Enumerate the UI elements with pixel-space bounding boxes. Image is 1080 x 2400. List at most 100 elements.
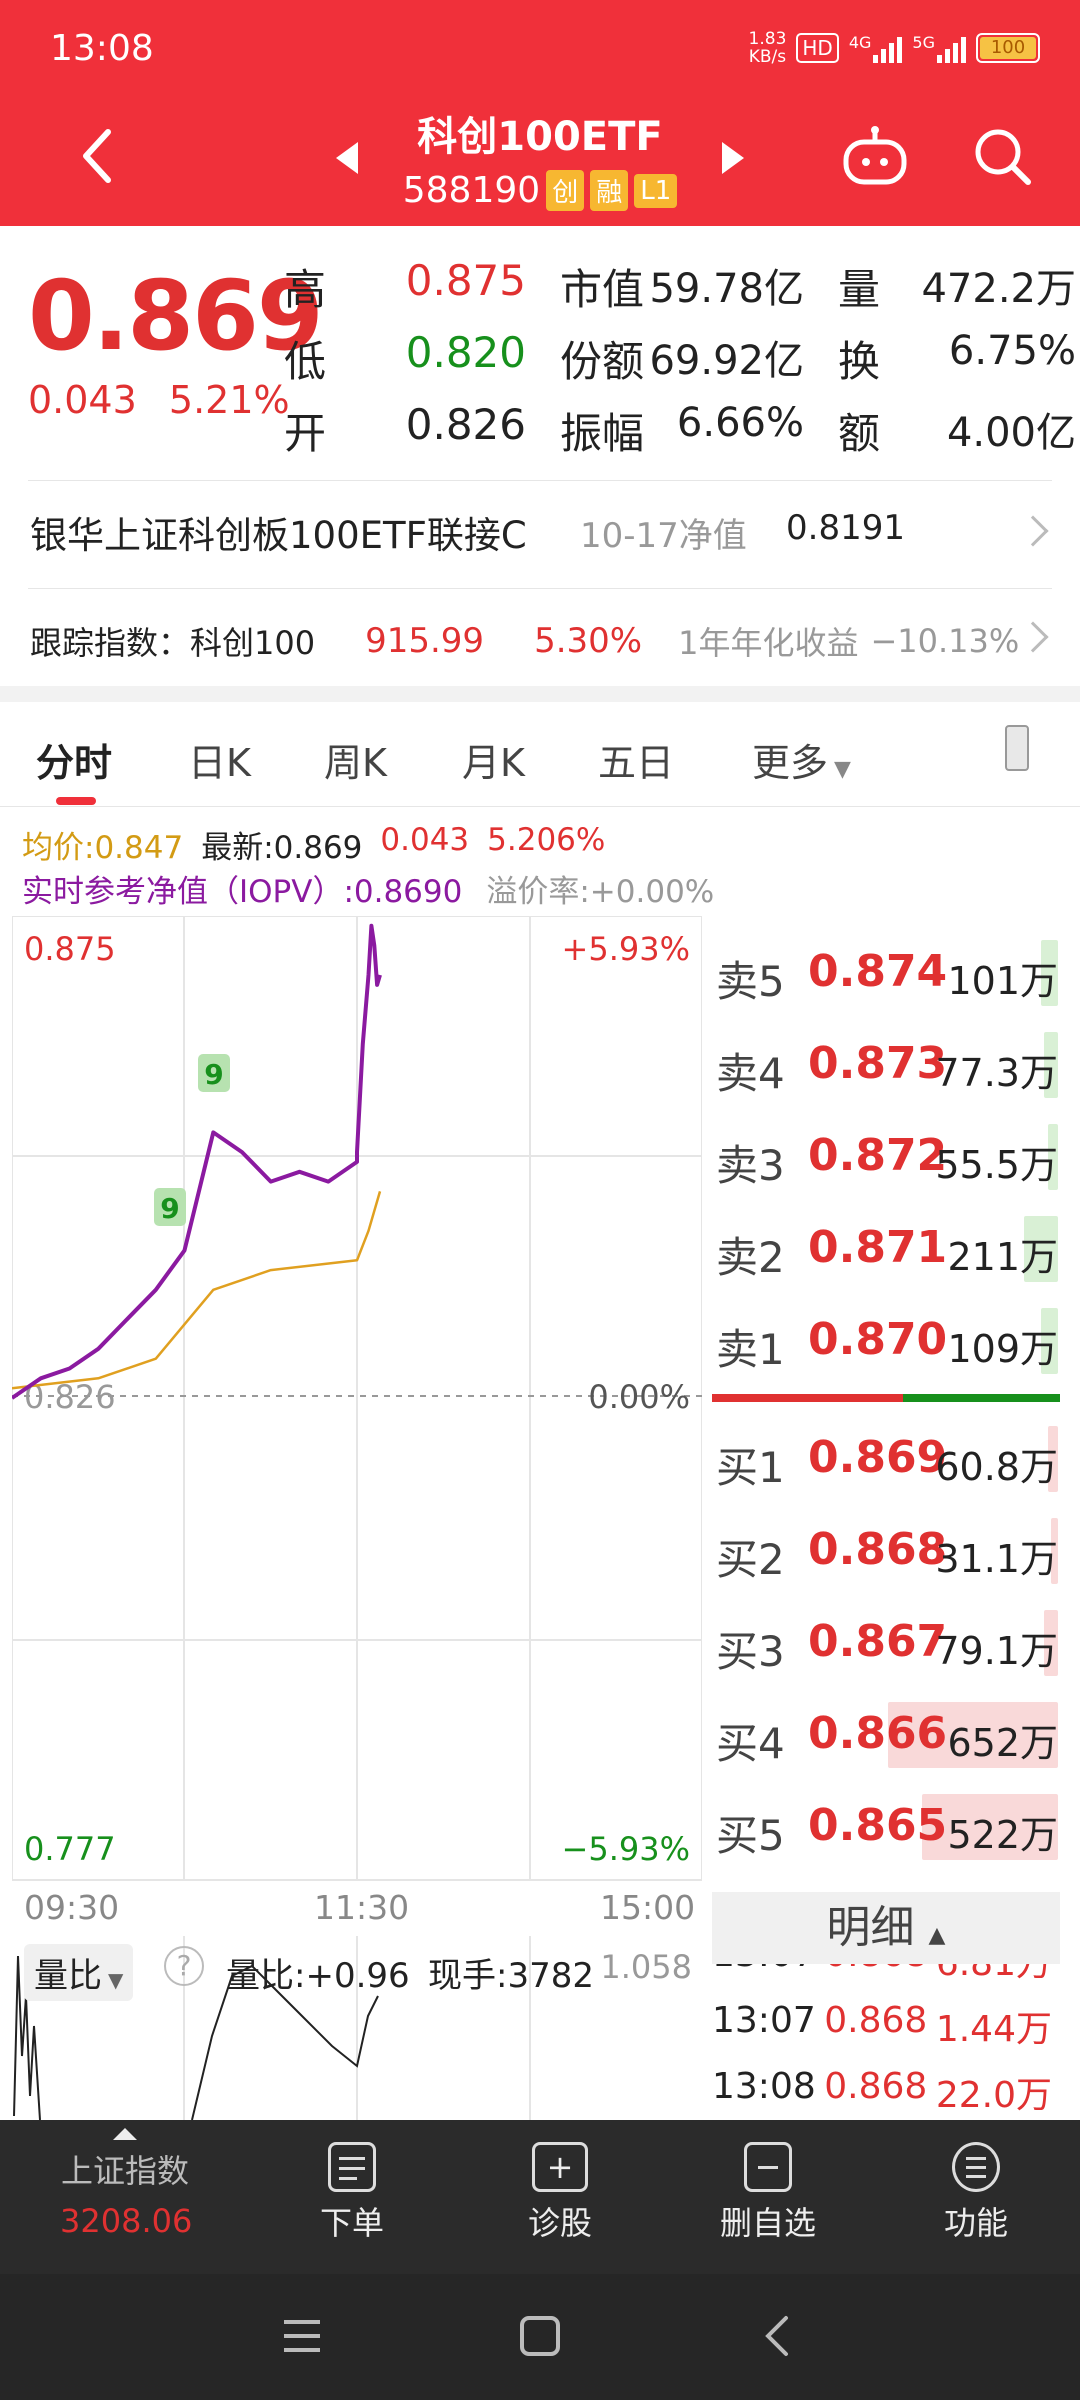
mcap-value: 59.78亿	[649, 266, 804, 312]
avg-price-legend: 均价:0.847	[22, 830, 184, 866]
tab-more[interactable]: 更多 ▼	[752, 732, 851, 787]
order-button[interactable]: 下单	[272, 2142, 432, 2244]
orderbook-row-bid-3[interactable]: 买3 0.867 79.1万	[712, 1600, 1064, 1686]
back-icon[interactable]	[78, 126, 118, 186]
y-min-label: 0.777	[24, 1830, 116, 1868]
next-stock-icon[interactable]	[718, 140, 748, 176]
orderbook-row-ask-4[interactable]: 卖4 0.873 77.3万	[712, 1022, 1064, 1108]
iopv-legend: 实时参考净值（IOPV）:0.8690	[22, 874, 463, 910]
help-icon[interactable]: ?	[164, 1946, 204, 1986]
tab-five-day[interactable]: 五日	[598, 741, 675, 785]
search-icon[interactable]	[970, 124, 1034, 188]
tab-monthly-k[interactable]: 月K	[462, 741, 525, 785]
bottom-toolbar: 上证指数 3208.06 下单 + 诊股 删自选 功能	[0, 2120, 1080, 2274]
orderbook-row-bid-2[interactable]: 买2 0.868 31.1万	[712, 1508, 1064, 1594]
orderbook-level-label: 买3	[716, 1627, 785, 1676]
orderbook-row-ask-1[interactable]: 卖1 0.870 109万	[712, 1298, 1064, 1384]
menu-icon[interactable]	[280, 2314, 324, 2358]
diagnose-button[interactable]: + 诊股	[480, 2142, 640, 2244]
latest-change-legend: 0.043	[380, 822, 470, 858]
x-tick-mid: 11:30	[314, 1888, 410, 1927]
tracking-index-row[interactable]: 跟踪指数：科创100 915.99 5.30% 1年年化收益 −10.13%	[30, 618, 1019, 664]
chevron-right-icon	[1017, 621, 1049, 653]
depth-bar	[1041, 940, 1058, 1006]
tick-price: 0.868	[824, 2066, 928, 2107]
intraday-chart[interactable]: 0.875 +5.93% 0.826 0.00% 0.777 −5.93% 9 …	[12, 916, 702, 1882]
order-icon	[328, 2142, 376, 2192]
system-navigation-bar	[0, 2274, 1080, 2400]
stock-code-row: 588190 创 融 L1	[300, 170, 780, 211]
orderbook-row-ask-3[interactable]: 卖3 0.872 55.5万	[712, 1114, 1064, 1200]
orderbook-level-label: 卖2	[716, 1233, 785, 1282]
sell-ratio-bar	[712, 1394, 904, 1402]
tag-kechuang: 创	[546, 170, 585, 211]
signal-marker-2-text: 9	[160, 1192, 179, 1225]
shares-label: 份额	[560, 337, 645, 386]
tab-weekly-k[interactable]: 周K	[324, 741, 387, 785]
volume-ratio-value: 量比:+0.96	[226, 1956, 410, 1996]
orderbook-level-label: 买4	[716, 1719, 785, 1768]
tab-daily-k[interactable]: 日K	[188, 741, 251, 785]
amount-label: 额	[838, 409, 881, 458]
net-speed: 1.83 KB/s	[749, 30, 787, 66]
hd-icon: HD	[796, 33, 839, 63]
signal-marker-2: 9	[154, 1188, 186, 1226]
y-base-pct: 0.00%	[588, 1378, 690, 1416]
depth-bar	[1044, 1032, 1058, 1098]
chart-series	[12, 923, 382, 1400]
functions-menu-icon	[952, 2142, 1000, 2192]
orderbook-row-ask-2[interactable]: 卖2 0.871 211万	[712, 1206, 1064, 1292]
volume-ratio-max: 1.058	[600, 1948, 692, 1986]
trade-detail-button[interactable]: 明细 ▲	[712, 1892, 1060, 1964]
caret-down-icon: ▼	[834, 757, 851, 782]
average-price-line	[12, 1191, 382, 1390]
orderbook-price: 0.873	[808, 1038, 948, 1089]
mcap-label: 市值	[560, 265, 645, 314]
orderbook-level-label: 卖3	[716, 1141, 785, 1190]
functions-label: 功能	[943, 2204, 1008, 2242]
chart-legend-line2: 实时参考净值（IOPV）:0.8690 溢价率:+0.00%	[22, 866, 714, 911]
iopv-line	[12, 923, 382, 1400]
depth-bar	[1047, 1426, 1058, 1492]
shares-value: 69.92亿	[649, 338, 804, 384]
orderbook-level-label: 买5	[716, 1811, 785, 1860]
status-time: 13:08	[50, 28, 154, 69]
indicator-dropdown[interactable]: 量比 ▼	[24, 1944, 134, 2001]
caret-down-icon: ▼	[108, 1968, 124, 1992]
back-nav-icon[interactable]	[756, 2314, 800, 2358]
last-price: 0.869	[28, 260, 324, 372]
caret-up-icon: ▲	[928, 1923, 946, 1948]
index-ticker[interactable]: 上证指数 3208.06	[60, 2120, 192, 2240]
robot-assistant-icon[interactable]	[840, 124, 910, 188]
functions-button[interactable]: 功能	[896, 2142, 1056, 2244]
prev-stock-icon[interactable]	[332, 140, 362, 176]
net-speed-unit: KB/s	[748, 47, 787, 67]
orderbook-row-bid-1[interactable]: 买1 0.869 60.8万	[712, 1416, 1064, 1502]
trade-detail-list[interactable]: 13:070.8686.81万13:070.8681.44万13:080.868…	[712, 1964, 1068, 2120]
latest-price-legend: 最新:0.869	[201, 830, 363, 866]
tag-margin: 融	[590, 170, 629, 211]
tick-time: 13:07	[712, 2000, 816, 2041]
tab-intraday[interactable]: 分时	[36, 741, 113, 785]
annual-return-label: 1年年化收益	[678, 624, 859, 662]
latest-pct-legend: 5.206%	[487, 822, 606, 858]
x-tick-end: 15:00	[600, 1888, 696, 1927]
diagnose-icon: +	[532, 2142, 588, 2192]
y-max-label: 0.875	[24, 930, 116, 968]
stock-title: 科创100ETF	[417, 114, 663, 160]
landscape-toggle-icon[interactable]	[1000, 722, 1034, 774]
depth-bar	[1047, 1124, 1058, 1190]
y-max-pct: +5.93%	[562, 930, 690, 968]
orderbook-row-bid-4[interactable]: 买4 0.866 652万	[712, 1692, 1064, 1778]
orderbook-row-bid-5[interactable]: 买5 0.865 522万	[712, 1784, 1064, 1870]
open-label: 开	[284, 409, 327, 458]
orderbook-price: 0.865	[808, 1800, 948, 1851]
orderbook-row-ask-5[interactable]: 卖5 0.874 101万	[712, 930, 1064, 1016]
remove-watchlist-button[interactable]: 删自选	[688, 2142, 848, 2244]
tracking-pct: 5.30%	[534, 621, 643, 661]
order-label: 下单	[319, 2204, 384, 2242]
orderbook-volume: 101万	[947, 959, 1058, 1003]
tick-volume: 6.81万	[936, 1964, 1052, 2000]
trade-tick-row: 13:07 0.868 1.44万	[712, 2000, 1052, 2066]
home-icon[interactable]	[518, 2314, 562, 2358]
